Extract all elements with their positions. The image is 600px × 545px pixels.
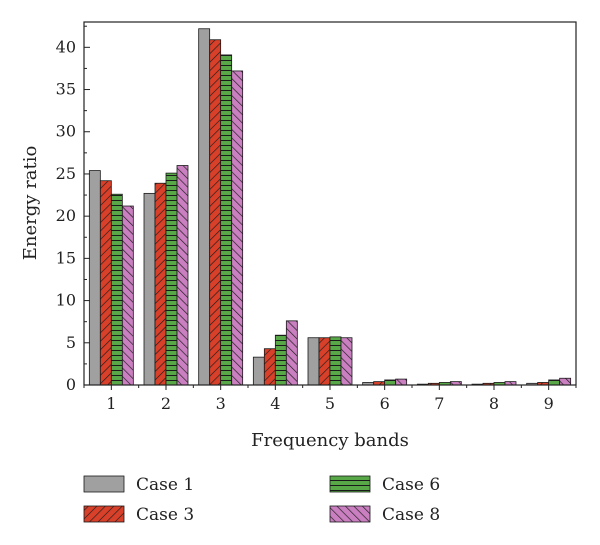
x-tick-label: 7 — [434, 394, 444, 413]
bar-case-6-band-9 — [548, 379, 561, 386]
bar-case-3-band-1 — [99, 180, 112, 386]
bar-case-8-band-1 — [121, 205, 134, 386]
bar-case-1-band-1 — [88, 170, 101, 386]
y-tick-label: 35 — [56, 80, 76, 99]
bar-case-3-band-2 — [154, 182, 167, 386]
y-tick-label: 25 — [56, 164, 76, 183]
y-tick-label: 15 — [56, 248, 76, 267]
legend-swatch-case-8 — [329, 505, 371, 523]
bar-case-8-band-6 — [395, 378, 408, 386]
x-tick-label: 2 — [161, 394, 171, 413]
legend: Case 1 Case 3 Case 6 Case 8 — [83, 475, 440, 525]
bars-group — [88, 28, 572, 386]
y-tick-label: 10 — [56, 291, 76, 310]
bar-case-8-band-9 — [559, 377, 572, 386]
bar-case-6-band-3 — [220, 54, 233, 386]
plot-frame — [83, 21, 577, 386]
legend-label: Case 1 — [136, 475, 194, 495]
y-axis-title: Energy ratio — [20, 146, 41, 261]
legend-swatch-case-3 — [83, 505, 125, 523]
x-tick-label: 1 — [106, 394, 116, 413]
x-tick-label: 6 — [380, 394, 390, 413]
y-tick-label: 40 — [56, 37, 76, 56]
bar-case-1-band-2 — [143, 192, 156, 386]
bar-case-6-band-4 — [274, 334, 287, 386]
x-tick-label: 9 — [544, 394, 554, 413]
y-tick-label: 0 — [66, 375, 76, 394]
legend-swatch-case-6 — [329, 475, 371, 493]
bar-case-6-band-2 — [165, 172, 178, 386]
bar-case-3-band-4 — [263, 348, 276, 386]
legend-label: Case 8 — [382, 505, 440, 525]
bar-case-8-band-4 — [285, 320, 298, 386]
x-tick-label: 8 — [489, 394, 499, 413]
legend-label: Case 6 — [382, 475, 440, 495]
x-axis-title: Frequency bands — [251, 430, 409, 451]
x-tick-label: 4 — [270, 394, 280, 413]
bar-case-6-band-6 — [384, 379, 397, 386]
bar-case-8-band-3 — [231, 70, 244, 386]
bar-case-8-band-5 — [340, 337, 353, 386]
bar-case-6-band-1 — [110, 193, 123, 386]
bar-case-8-band-2 — [176, 165, 189, 386]
bar-case-3-band-5 — [318, 337, 331, 386]
bar-case-6-band-5 — [329, 336, 342, 386]
bar-case-1-band-5 — [307, 337, 320, 386]
bar-case-1-band-3 — [198, 28, 211, 386]
bar-case-3-band-3 — [209, 39, 222, 386]
bar-case-1-band-4 — [252, 356, 265, 386]
x-tick-label: 3 — [216, 394, 226, 413]
legend-label: Case 3 — [136, 505, 194, 525]
y-tick-label: 30 — [56, 122, 76, 141]
x-tick-label: 5 — [325, 394, 335, 413]
y-tick-label: 20 — [56, 206, 76, 225]
x-axis-ticks: 1 2 3 4 5 6 7 8 9 — [83, 385, 577, 413]
y-axis-ticks: 0 5 10 15 20 25 30 35 40 — [56, 25, 90, 394]
legend-swatch-case-1 — [83, 475, 125, 493]
y-tick-label: 5 — [66, 333, 76, 352]
